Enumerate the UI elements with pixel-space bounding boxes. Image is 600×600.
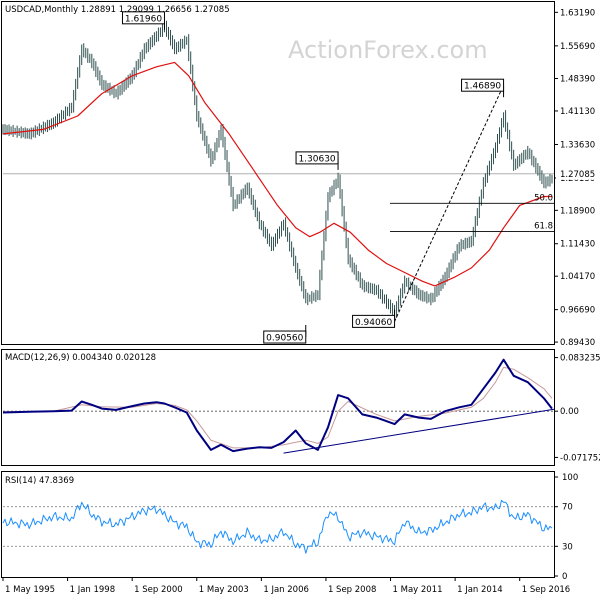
price-panel-frame xyxy=(1,1,555,345)
watermark: ActionForex.com xyxy=(288,36,488,64)
price-tick-label: 1.18900 xyxy=(560,206,595,216)
price-tick-label: 1.11430 xyxy=(560,240,595,250)
rsi-marks xyxy=(2,499,554,554)
x-tick-label: 1 Sep 2016 xyxy=(522,585,570,595)
x-tick-label: 1 May 2003 xyxy=(199,585,249,595)
rsi-tick-label: 100 xyxy=(562,473,578,483)
rsi-tick-label: 30 xyxy=(562,542,573,552)
fib-level-label: 61.8 xyxy=(534,222,553,232)
macd-marks xyxy=(2,358,555,454)
current-price-tag xyxy=(556,167,600,180)
x-tick-label: 1 Sep 2000 xyxy=(134,585,182,595)
price-tick-label: 1.48390 xyxy=(560,74,595,84)
price-tick-label: 1.63190 xyxy=(560,8,595,18)
x-tick-label: 1 May 1995 xyxy=(5,585,55,595)
fib-level-label: 50.0 xyxy=(534,193,553,203)
price-tick-label: 1.33630 xyxy=(560,140,595,150)
price-tick-label: 1.55690 xyxy=(560,42,595,52)
key-point-box xyxy=(461,78,505,92)
price-marks: 50.0 61.8 1.61960 1.30630 0.90560 0.94060 1.46… xyxy=(2,11,554,344)
price-header: USDCAD,Monthly 1.28891 1.29099 1.26656 1… xyxy=(5,5,230,15)
rsi-tick-label: 0 xyxy=(562,572,567,582)
rsi-panel-frame xyxy=(1,471,555,578)
key-point-label: 1.46890 xyxy=(464,82,501,92)
macd-panel-frame xyxy=(1,349,555,466)
key-point-label: 1.30630 xyxy=(298,154,335,164)
key-point-label: 0.94060 xyxy=(355,318,392,328)
x-tick-label: 1 Jan 2006 xyxy=(263,585,309,595)
key-point-box xyxy=(295,151,339,165)
macd-tick-label: 0.00 xyxy=(560,407,579,417)
price-tick-label: 0.89430 xyxy=(560,338,595,348)
macd-tick-label: 0.083235 xyxy=(560,354,600,364)
x-tick-label: 1 Jan 1998 xyxy=(70,585,116,595)
key-point-box xyxy=(121,11,165,25)
x-tick-label: 1 Sep 2008 xyxy=(328,585,376,595)
price-tick-label: 0.96690 xyxy=(560,306,595,316)
macd-tick-label: -0.071752 xyxy=(560,453,600,463)
macd-signal-line xyxy=(2,366,553,449)
macd-trendline xyxy=(283,408,555,454)
price-tick-label: 1.41130 xyxy=(560,107,595,117)
x-axis: 1 May 1995 1 Jan 1998 1 Sep 2000 1 May 2003… xyxy=(2,577,570,595)
moving-average-line xyxy=(2,61,552,287)
price-axis: 1.631901.556901.483901.411301.336301.261… xyxy=(554,8,600,348)
rsi-tick-label: 70 xyxy=(562,503,573,513)
key-point-label: 0.90560 xyxy=(266,334,303,344)
current-price-label: 1.27085 xyxy=(560,170,595,180)
price-tick-label: 1.04170 xyxy=(560,272,595,282)
rsi-header: RSI(14) 47.8369 xyxy=(5,476,74,486)
rsi-axis: 100 70 30 0 xyxy=(554,473,578,582)
macd-line xyxy=(2,358,553,453)
key-point-label: 1.61960 xyxy=(125,14,162,24)
key-point-box xyxy=(352,314,396,328)
rsi-line xyxy=(2,499,553,554)
frames xyxy=(1,1,555,578)
macd-axis: 0.083235 0.00 -0.071752 xyxy=(554,354,600,463)
x-tick-label: 1 May 2011 xyxy=(393,585,443,595)
x-tick-label: 1 Jan 2014 xyxy=(457,585,503,595)
key-point-box xyxy=(263,330,307,344)
macd-header: MACD(12,26,9) 0.004340 0.020128 xyxy=(5,353,156,363)
